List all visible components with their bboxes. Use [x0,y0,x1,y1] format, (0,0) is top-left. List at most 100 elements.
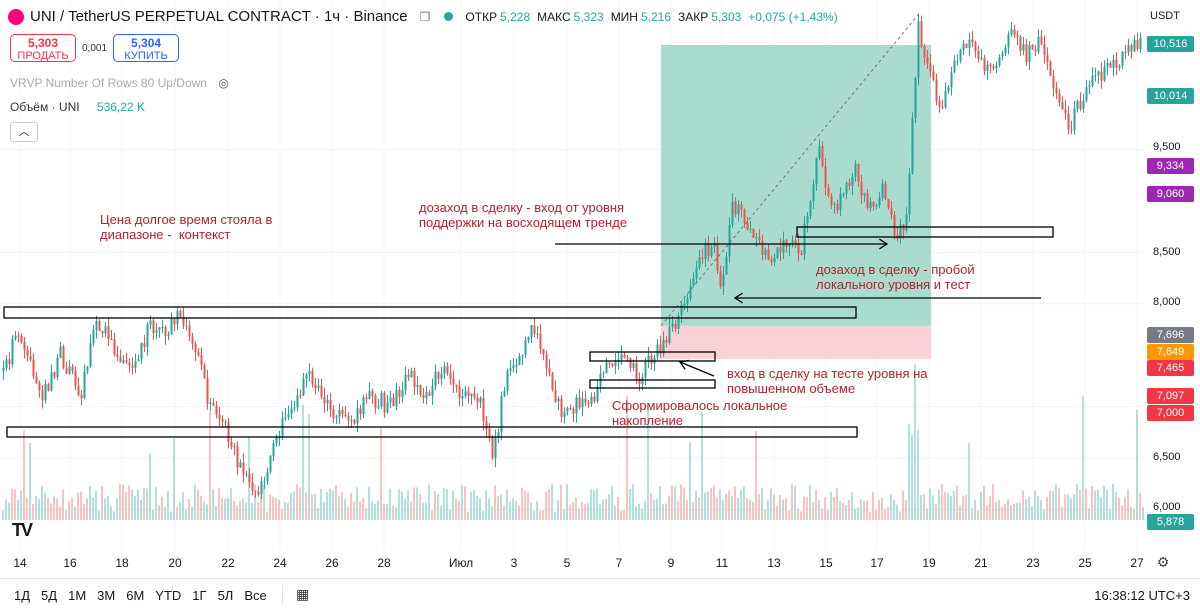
candle-body [1022,44,1025,51]
candle-body [452,379,455,385]
volume-bar [932,495,934,520]
candle-body [761,240,764,256]
candle-body [1001,53,1004,57]
volume-bar [626,395,628,520]
candle-body [293,407,296,409]
candle-body [212,402,215,406]
volume-bar [560,484,562,520]
volume-bar [233,500,235,520]
volume-bar [737,497,739,520]
volume-bar [452,491,454,520]
volume-bar [476,495,478,520]
volume-indicator[interactable]: Объём · UNI 536,22 K [10,100,145,114]
tradingview-logo-icon[interactable]: TV [12,520,33,540]
candle-body [1007,34,1010,48]
candle-body [326,399,329,404]
range-button[interactable]: 6М [126,588,145,603]
candle-body [530,325,533,338]
buy-button[interactable]: 5,304 КУПИТЬ [113,34,180,62]
range-button[interactable]: 5Д [41,588,58,603]
calendar-icon[interactable]: ▦ [296,586,310,602]
candle-body [302,378,305,396]
candlestick-chart[interactable] [0,0,1145,550]
uni-logo-icon [8,8,24,25]
volume-bar [791,484,793,520]
symbol-title[interactable]: UNI / TetherUS PERPETUAL CONTRACT · 1ч ·… [30,8,408,25]
volume-bar [830,491,832,520]
volume-bar [887,507,889,520]
candle-body [443,365,446,374]
collapse-indicators-button[interactable]: ︿ [10,122,38,142]
candle-body [1010,29,1013,35]
candle-body [791,240,794,244]
volume-bar [734,486,736,520]
volume-bar [83,504,85,520]
volume-bar [893,500,895,520]
range-button[interactable]: YTD [155,588,182,603]
volume-bar [431,510,433,520]
clock[interactable]: 16:38:12 UTC+3 [1094,588,1190,603]
candle-body [308,370,311,375]
currency-label[interactable]: USDT [1150,10,1180,22]
candle-body [332,409,335,419]
range-button[interactable]: Все [244,588,267,603]
volume-bar [470,492,472,520]
volume-bar [416,487,418,520]
candle-body [167,334,170,336]
candle-body [611,363,614,367]
volume-bar [671,485,673,520]
candle-body [506,370,509,391]
volume-bar [962,495,964,520]
candle-body [1013,29,1016,36]
volume-bar [812,502,814,520]
volume-bar [170,511,172,520]
candle-body [866,193,869,209]
volume-bar [935,503,937,520]
candle-body [185,325,188,327]
range-button[interactable]: 3М [97,588,116,603]
sell-button[interactable]: 5,303 ПРОДАТЬ [10,34,76,62]
time-tick-label: Июл [448,556,474,570]
ohlc-high-value: 5,323 [573,9,604,24]
candle-body [155,329,158,334]
candle-body [338,409,341,417]
range-button[interactable]: 1М [68,588,87,603]
volume-bar [509,501,511,520]
volume-bar [371,501,373,520]
candle-body [818,146,821,159]
candle-body [986,64,989,72]
volume-bar [866,500,868,520]
copy-icon[interactable]: ❐ [419,9,431,24]
candle-body [1082,100,1085,110]
candle-body [14,335,17,340]
volume-bar [158,504,160,520]
range-button[interactable]: 1Г [192,588,207,603]
candle-body [968,39,971,49]
hide-eye-icon[interactable]: ◎ [218,76,229,90]
candle-body [470,393,473,397]
candle-body [806,216,809,224]
candle-body [704,243,707,259]
price-axis[interactable] [1145,0,1200,550]
volume-bar [758,494,760,520]
candle-body [116,354,119,357]
volume-bar [530,502,532,520]
trade-path-dashed [660,14,919,327]
volume-bar [86,498,88,520]
annotation-add1: дозаход в сделку - вход от уровня поддер… [419,200,628,230]
volume-bar [1115,492,1117,520]
time-axis[interactable]: ⚙ 14 16 18 20 22 24 26 28 Июл 3 5 7 9 11 13 15 17 19 21 23 2… [0,550,1200,576]
candle-body [95,321,98,330]
gear-icon[interactable]: ⚙ [1156,554,1170,570]
volume-bar [692,502,694,520]
range-button[interactable]: 1Д [14,588,31,603]
vrvp-indicator[interactable]: VRVP Number Of Rows 80 Up/Down ◎ [10,76,229,90]
candle-body [59,346,62,359]
candle-body [920,21,923,47]
range-button[interactable]: 5Л [217,588,234,603]
volume-bar [77,492,79,520]
volume-bar [494,485,496,520]
volume-bar [1085,488,1087,520]
volume-bar [833,497,835,520]
candle-body [860,181,863,196]
